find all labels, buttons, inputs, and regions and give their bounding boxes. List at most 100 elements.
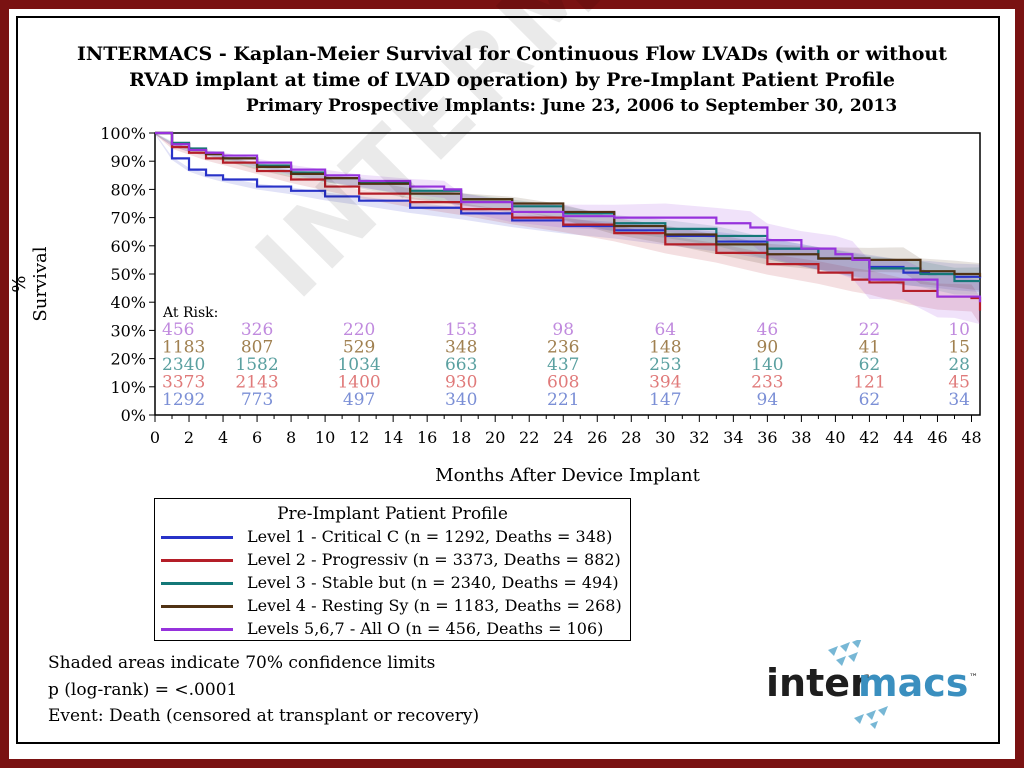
- at-risk-value: 28: [948, 355, 970, 375]
- legend-swatch: [161, 582, 233, 585]
- legend-swatch: [161, 536, 233, 539]
- logo-text-inter: inter: [766, 661, 869, 705]
- logo-arrows-icon: [828, 640, 888, 729]
- y-axis-label: % Survival: [9, 246, 51, 322]
- note-confidence: Shaded areas indicate 70% confidence lim…: [48, 653, 436, 673]
- at-risk-value: 62: [859, 390, 881, 410]
- legend-label: Level 1 - Critical C (n = 1292, Deaths =…: [247, 527, 613, 546]
- x-tick-label: 12: [349, 428, 369, 447]
- at-risk-value: 220: [343, 320, 375, 340]
- y-tick-label: 70%: [110, 209, 146, 228]
- survival-curve-1: [155, 131, 982, 279]
- x-tick-label: 44: [893, 428, 913, 447]
- y-tick-label: 90%: [110, 152, 146, 171]
- at-risk-value: 1582: [235, 355, 278, 375]
- at-risk-value: 497: [343, 390, 375, 410]
- x-tick-label: 10: [315, 428, 335, 447]
- y-tick-label: 60%: [110, 237, 146, 256]
- at-risk-value: 41: [859, 338, 881, 358]
- at-risk-value: 10: [948, 320, 970, 340]
- x-tick-label: 4: [218, 428, 228, 447]
- x-tick-label: 24: [553, 428, 573, 447]
- at-risk-value: 807: [241, 338, 273, 358]
- at-risk-value: 1034: [337, 355, 380, 375]
- chart-subtitle: Primary Prospective Implants: June 23, 2…: [246, 96, 898, 116]
- y-tick-label: 50%: [110, 265, 146, 284]
- y-tick-label: 20%: [110, 350, 146, 369]
- legend-swatch: [161, 559, 233, 562]
- x-axis-label: Months After Device Implant: [435, 465, 700, 486]
- at-risk-value: 2340: [162, 355, 205, 375]
- x-tick-label: 46: [927, 428, 947, 447]
- at-risk-value: 3373: [162, 373, 205, 393]
- at-risk-value: 608: [547, 373, 579, 393]
- at-risk-value: 930: [445, 373, 477, 393]
- x-tick-label: 20: [485, 428, 505, 447]
- x-tick-label: 0: [150, 428, 160, 447]
- at-risk-value: 94: [757, 390, 779, 410]
- logo-tm: ™: [969, 673, 978, 683]
- at-risk-value: 456: [162, 320, 194, 340]
- x-tick-label: 34: [723, 428, 743, 447]
- at-risk-value: 340: [445, 390, 477, 410]
- x-tick-label: 32: [689, 428, 709, 447]
- at-risk-value: 46: [757, 320, 779, 340]
- at-risk-value: 236: [547, 338, 579, 358]
- at-risk-value: 1400: [337, 373, 380, 393]
- at-risk-value: 1183: [162, 338, 205, 358]
- at-risk-value: 153: [445, 320, 477, 340]
- y-tick-label: 80%: [110, 180, 146, 199]
- note-event: Event: Death (censored at transplant or …: [48, 706, 480, 726]
- x-tick-label: 22: [519, 428, 539, 447]
- x-tick-label: 2: [184, 428, 194, 447]
- at-risk-value: 394: [649, 373, 681, 393]
- legend-swatch: [161, 605, 233, 608]
- x-tick-label: 30: [655, 428, 675, 447]
- y-tick-label: 30%: [110, 321, 146, 340]
- legend-label: Level 4 - Resting Sy (n = 1183, Deaths =…: [247, 596, 622, 615]
- chart-title-line1: INTERMACS - Kaplan-Meier Survival for Co…: [76, 43, 948, 65]
- at-risk-value: 140: [751, 355, 783, 375]
- x-tick-label: 48: [961, 428, 981, 447]
- at-risk-value: 326: [241, 320, 273, 340]
- confidence-band-2: [155, 133, 980, 325]
- slide-border: [16, 16, 1000, 744]
- x-tick-label: 40: [825, 428, 845, 447]
- x-tick-label: 42: [859, 428, 879, 447]
- at-risk-value: 90: [757, 338, 779, 358]
- y-tick-label: 10%: [110, 378, 146, 397]
- at-risk-value: 2143: [235, 373, 278, 393]
- at-risk-value: 529: [343, 338, 375, 358]
- at-risk-value: 121: [853, 373, 885, 393]
- chart-title-line2: RVAD implant at time of LVAD operation) …: [129, 69, 895, 91]
- x-tick-label: 38: [791, 428, 811, 447]
- x-tick-label: 8: [286, 428, 296, 447]
- y-tick-label: 0%: [121, 406, 146, 425]
- survival-curve-2: [155, 131, 982, 311]
- at-risk-value: 437: [547, 355, 579, 375]
- legend-title: Pre-Implant Patient Profile: [277, 504, 508, 524]
- legend: Pre-Implant Patient Profile Level 1 - Cr…: [154, 498, 631, 641]
- legend-swatch: [161, 628, 233, 631]
- at-risk-value: 221: [547, 390, 579, 410]
- legend-label: Level 2 - Progressiv (n = 3373, Deaths =…: [247, 550, 621, 569]
- at-risk-value: 15: [948, 338, 970, 358]
- at-risk-value: 348: [445, 338, 477, 358]
- at-risk-value: 62: [859, 355, 881, 375]
- x-tick-label: 6: [252, 428, 262, 447]
- x-tick-label: 28: [621, 428, 641, 447]
- survival-curve-5: [155, 131, 982, 303]
- at-risk-value: 1292: [162, 390, 205, 410]
- x-tick-label: 16: [417, 428, 437, 447]
- at-risk-value: 253: [649, 355, 681, 375]
- at-risk-value: 98: [552, 320, 574, 340]
- at-risk-value: 64: [654, 320, 676, 340]
- x-tick-label: 36: [757, 428, 777, 447]
- y-tick-label: 100%: [100, 124, 146, 143]
- x-tick-label: 26: [587, 428, 607, 447]
- at-risk-value: 773: [241, 390, 273, 410]
- intermacs-logo: inter macs ™: [766, 640, 978, 729]
- at-risk-value: 34: [948, 390, 970, 410]
- confidence-band-1: [155, 133, 980, 292]
- note-pvalue: p (log-rank) = <.0001: [48, 680, 238, 700]
